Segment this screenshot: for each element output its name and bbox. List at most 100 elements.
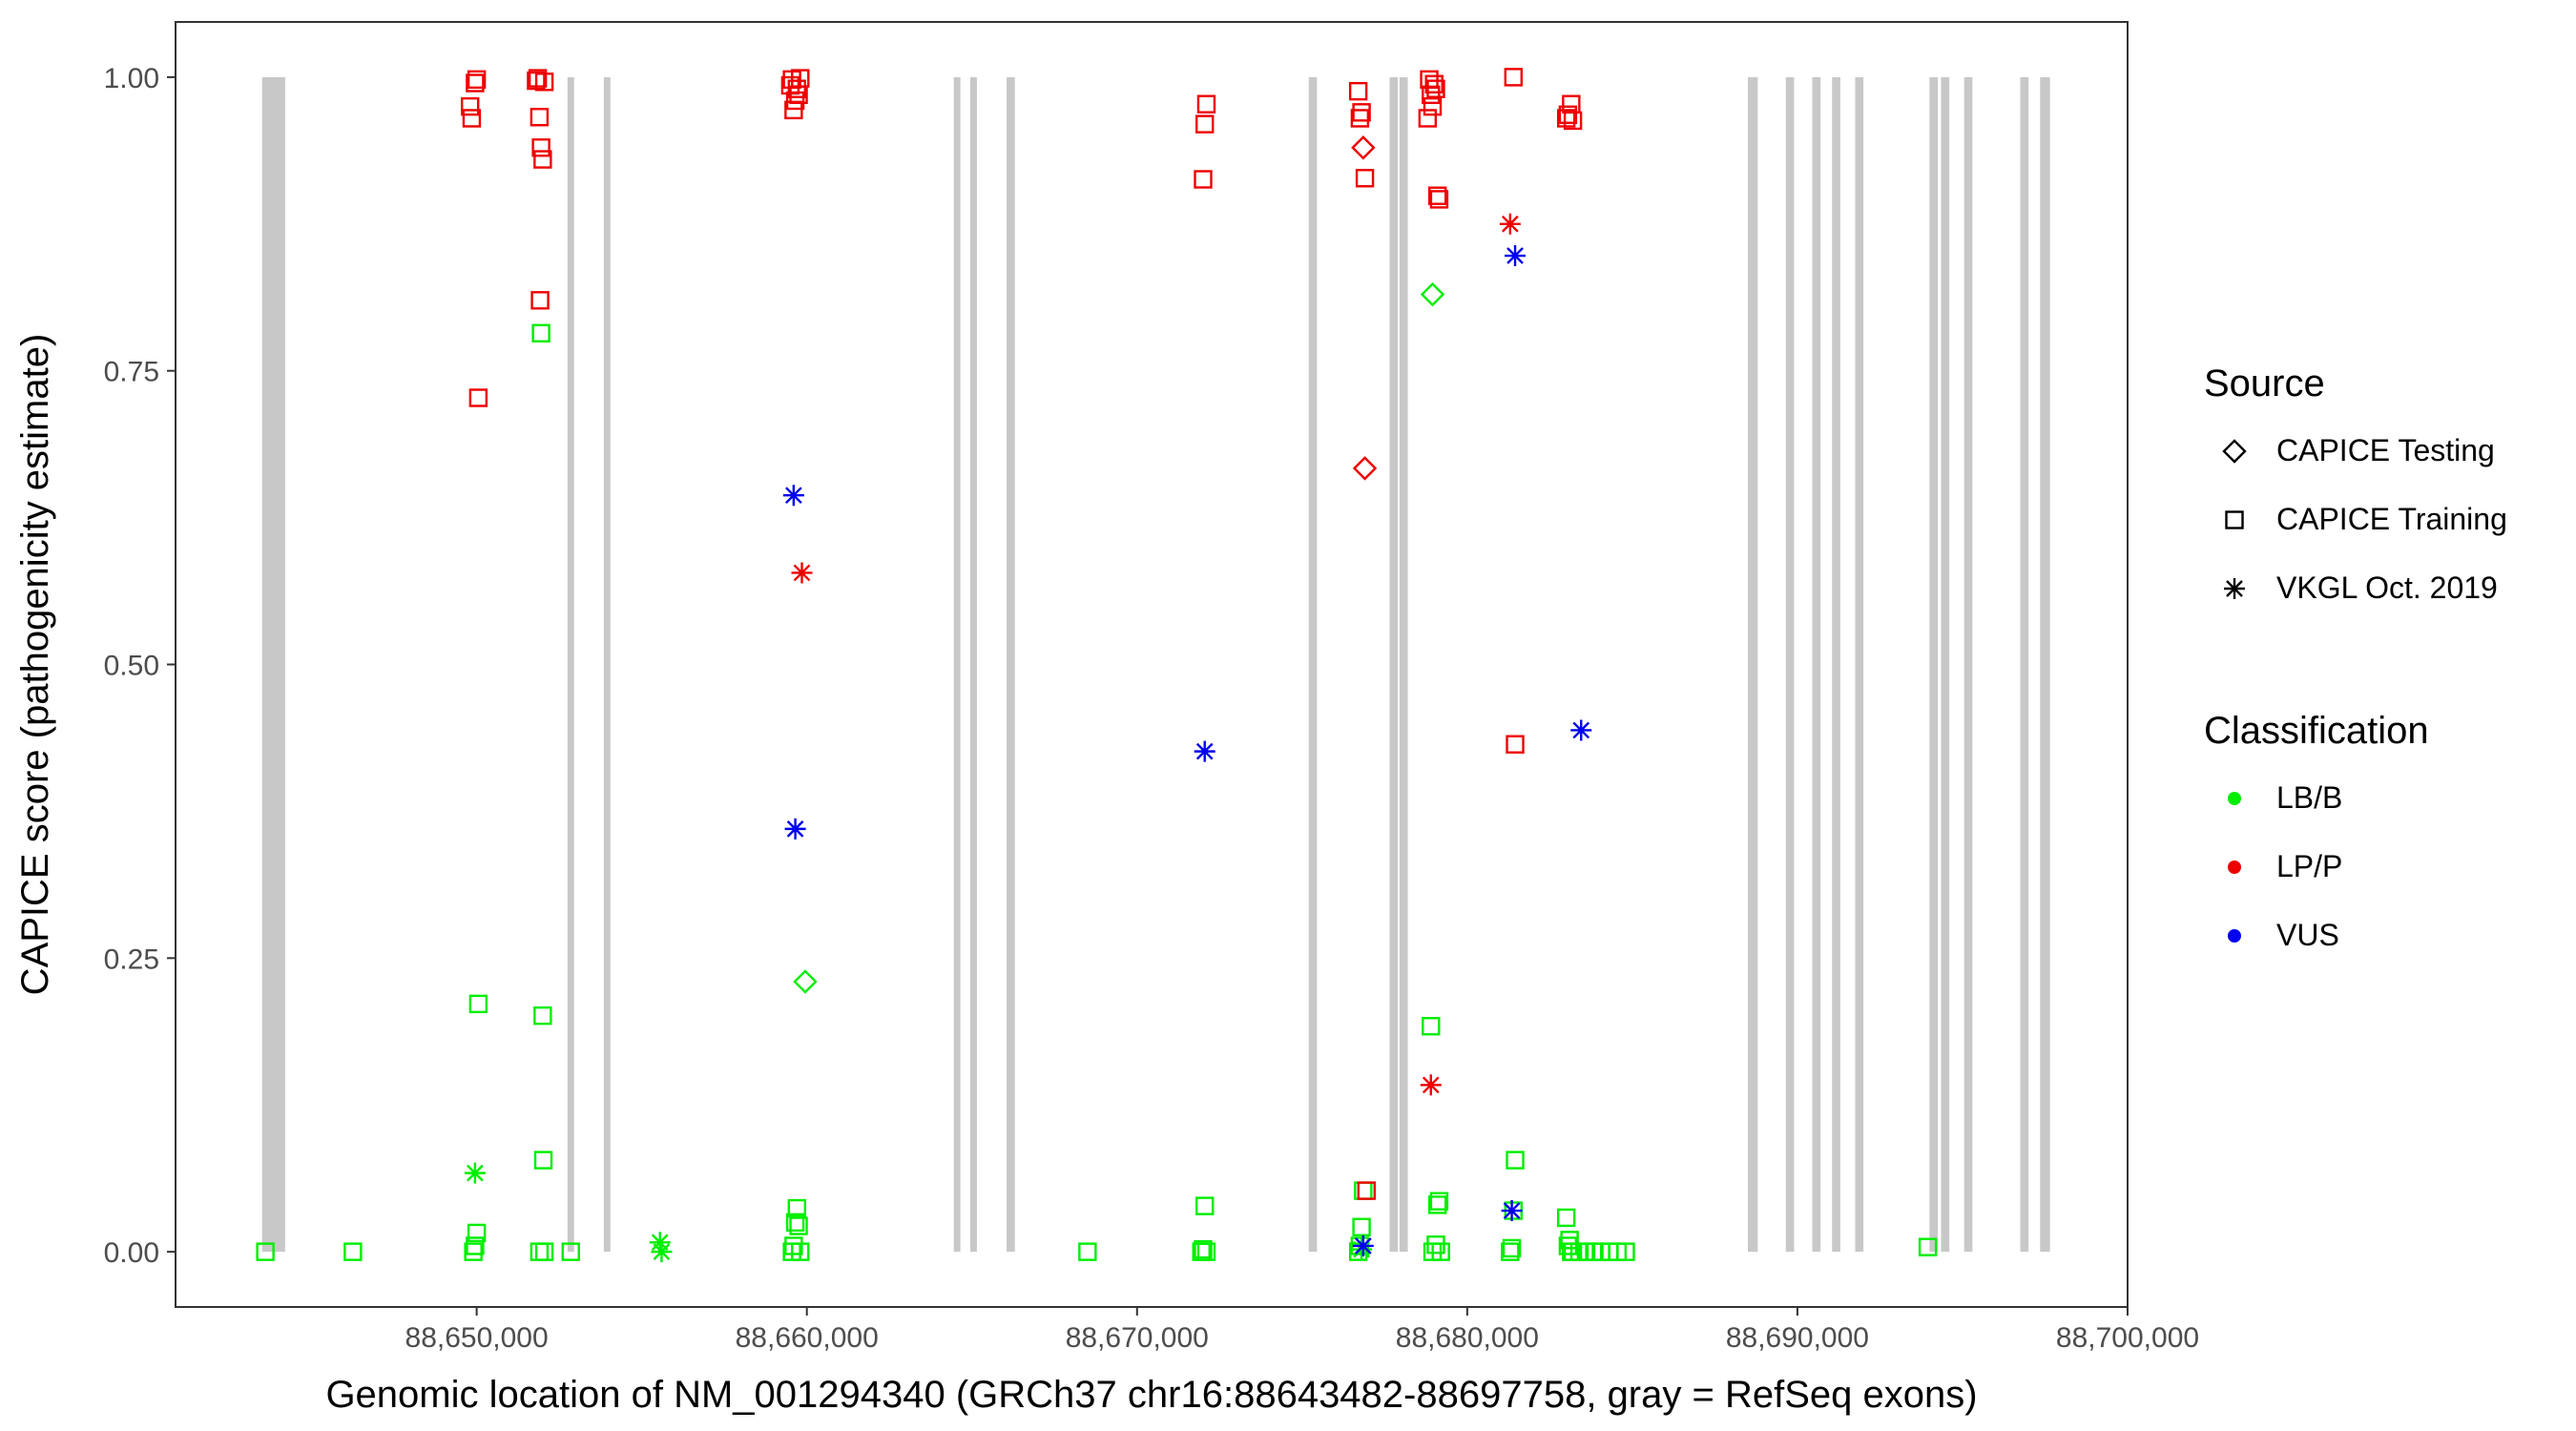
legend-key (2224, 578, 2245, 599)
exon-band (2040, 76, 2050, 1253)
data-point (1194, 170, 1213, 189)
x-tick-label: 88,670,000 (1066, 1322, 1209, 1354)
data-point (1348, 1242, 1368, 1261)
legend-key (2228, 792, 2241, 805)
exon-band (1941, 76, 1950, 1253)
legend-key (2228, 929, 2241, 943)
exon-band (953, 76, 961, 1253)
data-point (1348, 81, 1368, 101)
data-point (1352, 1217, 1371, 1236)
data-point (1352, 103, 1371, 122)
x-axis-title: Genomic location of NM_001294340 (GRCh37… (325, 1374, 1977, 1416)
data-point (534, 1242, 554, 1261)
data-point (1196, 94, 1216, 114)
data-point (1556, 109, 1576, 128)
data-point (1196, 1242, 1216, 1261)
legend-key (2222, 439, 2247, 464)
data-point (464, 1242, 483, 1261)
data-point (1505, 245, 1527, 267)
legend-title: Classification (2204, 710, 2429, 752)
x-tick-label: 88,660,000 (736, 1322, 879, 1354)
data-point (1194, 740, 1215, 762)
data-point (791, 1242, 810, 1261)
exon-band (1748, 76, 1758, 1253)
exon-band (970, 76, 977, 1253)
legend-label: CAPICE Training (2276, 502, 2507, 536)
exon-bands (261, 76, 2050, 1253)
data-point (1499, 213, 1521, 235)
exon-band (1399, 76, 1408, 1253)
data-point (1352, 1234, 1374, 1256)
data-point (787, 1198, 807, 1218)
y-tick-label: 0.00 (104, 1237, 159, 1269)
data-point (1078, 1242, 1097, 1261)
data-point (793, 969, 818, 994)
data-point (468, 994, 488, 1014)
x-tick-label: 88,700,000 (2056, 1322, 2199, 1354)
data-point (466, 73, 485, 93)
x-tick-label: 88,650,000 (405, 1322, 549, 1354)
data-point (1351, 135, 1376, 160)
legend-label: VUS (2276, 918, 2339, 952)
data-point (782, 485, 804, 507)
data-point (1506, 735, 1525, 754)
data-point (534, 73, 554, 92)
data-point (530, 108, 550, 127)
data-point (1428, 1195, 1447, 1214)
exon-band (2020, 76, 2029, 1253)
x-axis: 88,650,000 88,660,000 88,670,000 88,680,000… (405, 1307, 2199, 1354)
data-point (1194, 1239, 1213, 1259)
data-point (1350, 109, 1370, 128)
data-point (1428, 186, 1447, 205)
data-point (1423, 96, 1443, 116)
data-point (467, 70, 487, 90)
data-point (466, 1236, 485, 1255)
data-point (785, 91, 805, 111)
legend-label: CAPICE Testing (2276, 433, 2495, 467)
legend-key (2225, 510, 2244, 529)
exon-band (1832, 76, 1840, 1253)
data-point (530, 291, 550, 310)
data-point (531, 323, 551, 342)
exon-band (603, 76, 611, 1253)
data-point (787, 79, 807, 98)
data-point (531, 138, 551, 157)
y-tick-label: 0.50 (104, 651, 159, 682)
legend-title: Source (2204, 363, 2325, 404)
data-point (649, 1232, 671, 1254)
data-point (1355, 169, 1375, 188)
y-tick-label: 0.75 (104, 357, 159, 388)
exon-band (1812, 76, 1821, 1253)
data-point (1504, 68, 1523, 87)
data-point (1558, 1236, 1578, 1255)
data-point (791, 562, 813, 584)
data-point (1195, 114, 1215, 134)
data-point (1426, 79, 1445, 98)
data-point (1352, 456, 1378, 481)
y-tick-label: 1.00 (104, 63, 159, 94)
data-point (1560, 1231, 1579, 1250)
data-point (1424, 74, 1444, 93)
exon-band (1963, 76, 1973, 1253)
data-point (1570, 719, 1592, 741)
exon-band (1007, 76, 1015, 1253)
data-point (1431, 1242, 1450, 1261)
data-point (1418, 109, 1438, 128)
data-point (462, 109, 482, 128)
data-point (789, 1216, 808, 1235)
data-point (1429, 1192, 1449, 1211)
data-point (1563, 111, 1583, 131)
x-tick-label: 88,680,000 (1396, 1322, 1539, 1354)
data-point (468, 388, 488, 407)
legend-key (2228, 861, 2241, 874)
data-point (460, 96, 480, 116)
data-point (528, 69, 548, 88)
data-point (784, 1236, 803, 1255)
data-point (785, 1213, 805, 1233)
data-point (561, 1242, 580, 1261)
data-point (784, 818, 806, 840)
data-point (343, 1242, 363, 1261)
data-point (1357, 1181, 1376, 1200)
